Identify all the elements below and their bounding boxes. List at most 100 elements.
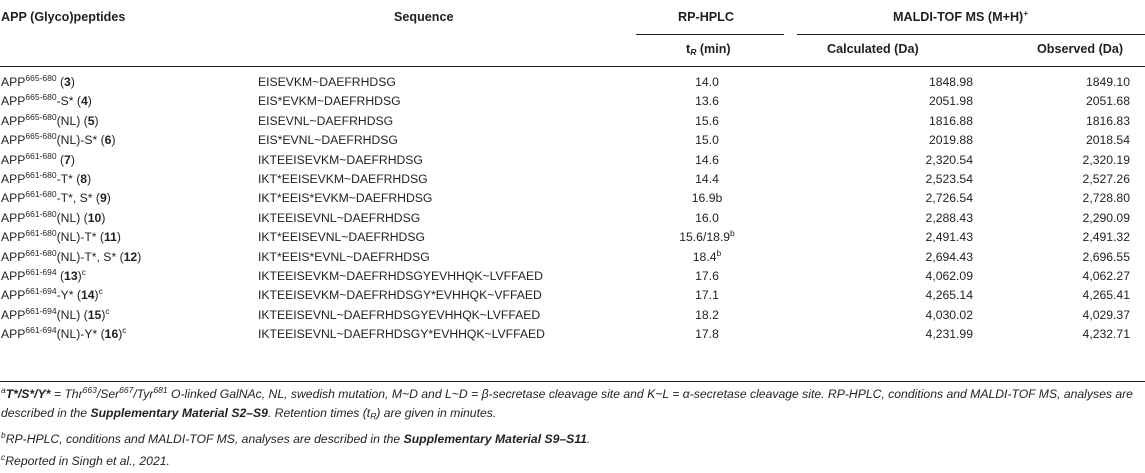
- retention-value: 18.2: [695, 307, 719, 322]
- peptide-name: APP661-694(NL) (15)c: [1, 306, 110, 325]
- peptide-range: 661-680: [25, 170, 57, 180]
- peptide-name: APP661-694(NL)-Y* (16)c: [1, 325, 127, 344]
- retention-value: 17.8: [695, 327, 719, 342]
- mass-calculated-value: 2051.98: [928, 94, 973, 109]
- peptide-note: c: [122, 325, 127, 336]
- peptide-range: 661-694: [25, 267, 57, 277]
- peptide-sequence: IKTEEISEVNL~DAEFRHDSG: [258, 209, 420, 228]
- peptide-name: APP661-680(NL) (10): [1, 209, 105, 228]
- header-rphplc: RP-HPLC: [678, 10, 734, 24]
- retention-time: 14.6: [634, 151, 780, 170]
- peptide-number: 16: [104, 327, 119, 342]
- retention-time: 15.6/18.9b: [634, 228, 780, 247]
- peptide-suffix: -S* (: [56, 94, 81, 109]
- sequence-text: IKT*EEIS*EVNL~DAEFRHDSG: [258, 249, 430, 264]
- mass-observed: 1816.83: [990, 112, 1130, 131]
- retention-time: 16.9b: [634, 189, 780, 208]
- mass-observed: 4,062.27: [990, 267, 1130, 286]
- peptide-name: APP661-680-T* (8): [1, 170, 91, 189]
- peptide-range: 661-694: [25, 325, 57, 336]
- footnote-a-s1: 663: [82, 385, 97, 395]
- sequence-text: IKTEEISEVKM~DAEFRHDSGYEVHHQK~LVFFAED: [258, 269, 543, 283]
- mass-observed: 2,290.09: [990, 209, 1130, 228]
- mass-observed-value: 2,527.26: [1082, 172, 1130, 186]
- peptide-close: ): [94, 113, 99, 128]
- peptide-suffix: (NL)-S* (: [56, 133, 105, 148]
- retention-time: 15.0: [634, 131, 780, 150]
- peptide-range: 661-680: [25, 208, 57, 219]
- retention-time: 13.6: [634, 92, 780, 111]
- retention-value: 17.1: [695, 288, 719, 303]
- peptide-close: ): [70, 152, 75, 167]
- mass-observed: 2051.68: [990, 92, 1130, 111]
- sequence-text: EISEVKM~DAEFRHDSG: [258, 75, 396, 89]
- mass-calculated: 2,491.43: [833, 228, 973, 247]
- mass-observed-value: 1849.10: [1085, 75, 1130, 89]
- peptide-range: 661-680: [25, 247, 57, 258]
- header-rt-unit: (min): [696, 42, 731, 56]
- rule-body-bottom: [0, 381, 1145, 382]
- mass-calculated-value: 2,694.43: [925, 249, 973, 264]
- retention-time: 14.4: [634, 170, 780, 189]
- peptide-name: APP665-680-S* (4): [1, 92, 92, 111]
- retention-value: 15.6/18.9: [679, 230, 731, 245]
- mass-calculated: 4,030.02: [833, 306, 973, 325]
- peptide-sequence: EIS*EVKM~DAEFRHDSG: [258, 92, 401, 111]
- peptide-suffix: (: [56, 152, 65, 167]
- peptide-number: 10: [87, 210, 102, 225]
- mass-observed-value: 4,029.37: [1082, 307, 1130, 322]
- peptide-suffix: (NL)-Y* (: [56, 327, 105, 342]
- peptide-note: c: [81, 267, 86, 277]
- mass-calculated-value: 2,320.54: [925, 152, 973, 167]
- mass-observed: 2,728.80: [990, 189, 1130, 208]
- peptide-name: APP661-694 (13)c: [1, 267, 86, 286]
- peptide-close: ): [101, 307, 106, 322]
- mass-calculated-value: 4,030.02: [925, 307, 973, 322]
- mass-calculated-value: 2,288.43: [925, 210, 973, 225]
- peptide-base: APP: [1, 191, 26, 206]
- footnote-a: aT*/S*/Y* = Thr663/Ser667/Tyr681 O-linke…: [1, 385, 1141, 423]
- rule-header-bottom: [0, 66, 1145, 67]
- mass-observed: 2,527.26: [990, 170, 1130, 189]
- retention-value: 15.6: [695, 113, 719, 128]
- mass-calculated-value: 4,062.09: [925, 269, 973, 283]
- footnote-a-p6: ) are given in minutes.: [376, 406, 497, 420]
- mass-observed-value: 2,696.55: [1082, 249, 1130, 264]
- peptide-range: 661-680: [25, 150, 57, 161]
- mass-observed: 2,696.55: [990, 248, 1130, 267]
- footnote-a-s2: 667: [119, 385, 134, 395]
- peptide-base: APP: [1, 307, 26, 322]
- peptide-name: APP661-680-T*, S* (9): [1, 189, 111, 208]
- retention-time: 17.8: [634, 325, 780, 344]
- peptide-number: 13: [64, 269, 78, 283]
- mass-observed-value: 4,265.41: [1082, 288, 1130, 303]
- footnote-b-mark: b: [1, 430, 6, 440]
- mass-calculated-value: 2,491.43: [925, 230, 973, 245]
- peptide-suffix: -T*, S* (: [56, 191, 100, 206]
- mass-calculated: 1816.88: [833, 112, 973, 131]
- peptide-sequence: IKT*EEISEVNL~DAEFRHDSG: [258, 228, 425, 247]
- peptide-base: APP: [1, 113, 26, 128]
- mass-observed: 4,029.37: [990, 306, 1130, 325]
- sequence-text: EIS*EVKM~DAEFRHDSG: [258, 94, 401, 109]
- mass-calculated-value: 1848.98: [928, 75, 973, 89]
- peptide-number: 5: [87, 113, 95, 128]
- footnote-b-p1: RP-HPLC, conditions and MALDI-TOF MS, an…: [5, 432, 404, 446]
- peptide-range: 665-680: [25, 73, 57, 83]
- sequence-text: IKT*EEISEVNL~DAEFRHDSG: [258, 230, 425, 245]
- peptide-suffix: (NL) (: [56, 210, 88, 225]
- sequence-text: IKTEEISEVKM~DAEFRHDSGY*EVHHQK~VFFAED: [258, 288, 542, 303]
- footnote-c-mark: c: [1, 452, 6, 462]
- peptide-range: 661-680: [25, 189, 57, 200]
- peptide-sequence: IKT*EEIS*EVKM~DAEFRHDSG: [258, 189, 432, 208]
- peptide-close: ): [94, 288, 99, 303]
- peptide-sequence: IKTEEISEVKM~DAEFRHDSG: [258, 151, 423, 170]
- peptide-name: APP665-680 (3): [1, 73, 75, 92]
- peptide-close: ): [87, 172, 92, 186]
- header-maldi-sup: +: [1023, 8, 1029, 18]
- peptide-suffix: (NL) (: [56, 113, 88, 128]
- footnote-b-bold: Supplementary Material S9–S11: [403, 432, 587, 446]
- peptide-sequence: EISEVNL~DAEFRHDSG: [258, 112, 393, 131]
- header-calculated: Calculated (Da): [827, 42, 919, 56]
- footnote-b-p2: .: [586, 432, 591, 446]
